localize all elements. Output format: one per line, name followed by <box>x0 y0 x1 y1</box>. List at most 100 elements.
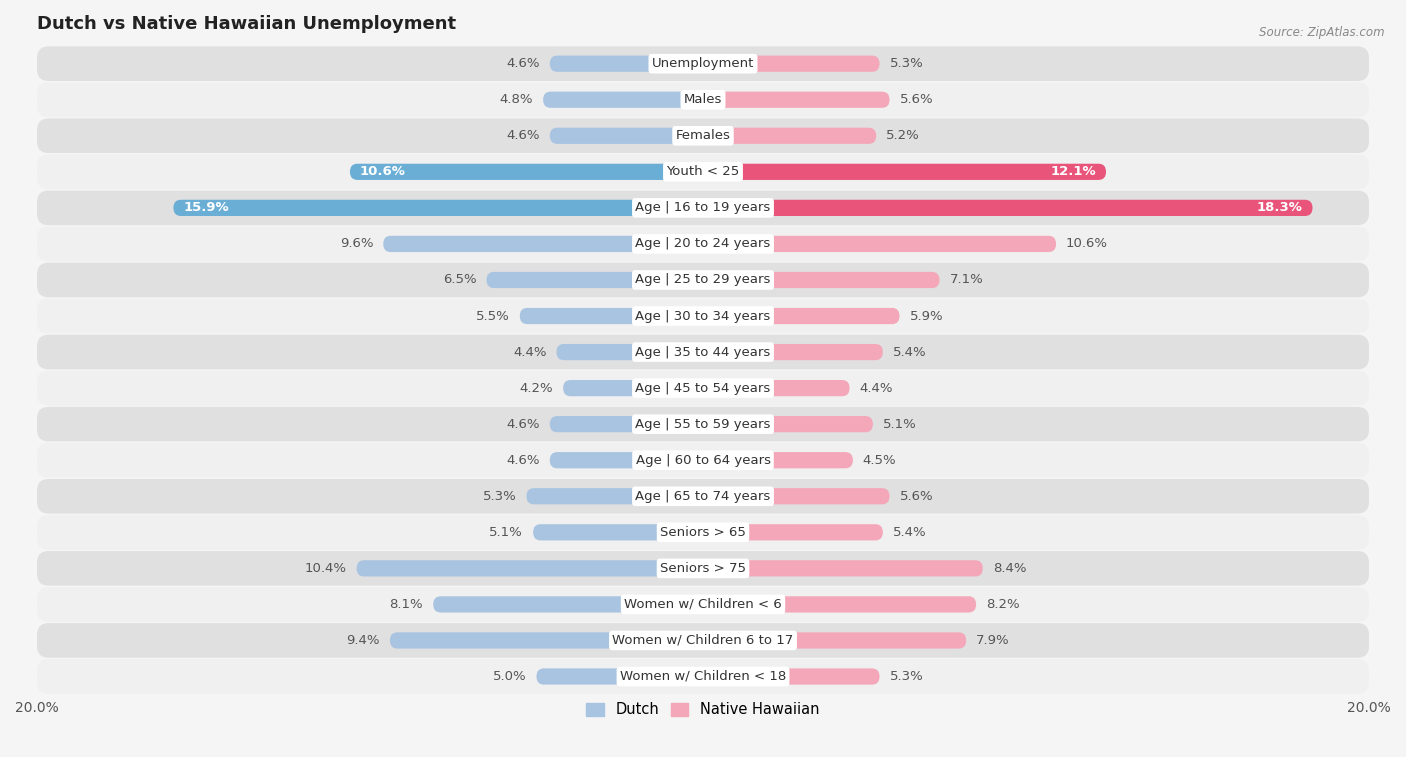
FancyBboxPatch shape <box>703 308 900 324</box>
FancyBboxPatch shape <box>703 344 883 360</box>
FancyBboxPatch shape <box>564 380 703 396</box>
FancyBboxPatch shape <box>703 416 873 432</box>
Text: 5.3%: 5.3% <box>890 58 924 70</box>
Text: Age | 35 to 44 years: Age | 35 to 44 years <box>636 346 770 359</box>
FancyBboxPatch shape <box>37 226 1369 261</box>
Text: 5.9%: 5.9% <box>910 310 943 322</box>
FancyBboxPatch shape <box>37 335 1369 369</box>
FancyBboxPatch shape <box>520 308 703 324</box>
Text: 7.1%: 7.1% <box>949 273 983 286</box>
Text: 5.3%: 5.3% <box>482 490 516 503</box>
FancyBboxPatch shape <box>703 632 966 649</box>
FancyBboxPatch shape <box>703 164 1107 180</box>
FancyBboxPatch shape <box>703 128 876 144</box>
Text: 4.2%: 4.2% <box>519 382 553 394</box>
Text: Women w/ Children < 6: Women w/ Children < 6 <box>624 598 782 611</box>
FancyBboxPatch shape <box>703 200 1313 216</box>
FancyBboxPatch shape <box>37 299 1369 333</box>
FancyBboxPatch shape <box>703 597 976 612</box>
FancyBboxPatch shape <box>703 452 853 469</box>
Text: Age | 45 to 54 years: Age | 45 to 54 years <box>636 382 770 394</box>
Text: 4.6%: 4.6% <box>506 453 540 467</box>
Text: 18.3%: 18.3% <box>1257 201 1302 214</box>
FancyBboxPatch shape <box>357 560 703 577</box>
Text: Women w/ Children < 18: Women w/ Children < 18 <box>620 670 786 683</box>
Text: 9.4%: 9.4% <box>346 634 380 647</box>
FancyBboxPatch shape <box>533 524 703 540</box>
Text: Females: Females <box>675 129 731 142</box>
Text: Age | 16 to 19 years: Age | 16 to 19 years <box>636 201 770 214</box>
Text: Women w/ Children 6 to 17: Women w/ Children 6 to 17 <box>613 634 793 647</box>
Text: Seniors > 75: Seniors > 75 <box>659 562 747 575</box>
FancyBboxPatch shape <box>389 632 703 649</box>
FancyBboxPatch shape <box>537 668 703 684</box>
Text: 5.3%: 5.3% <box>890 670 924 683</box>
FancyBboxPatch shape <box>703 92 890 107</box>
Text: 4.6%: 4.6% <box>506 418 540 431</box>
Text: 4.8%: 4.8% <box>499 93 533 106</box>
FancyBboxPatch shape <box>543 92 703 107</box>
FancyBboxPatch shape <box>526 488 703 504</box>
FancyBboxPatch shape <box>557 344 703 360</box>
FancyBboxPatch shape <box>703 560 983 577</box>
FancyBboxPatch shape <box>37 587 1369 621</box>
Text: 5.4%: 5.4% <box>893 526 927 539</box>
FancyBboxPatch shape <box>703 668 880 684</box>
Text: 5.2%: 5.2% <box>886 129 920 142</box>
FancyBboxPatch shape <box>173 200 703 216</box>
FancyBboxPatch shape <box>37 154 1369 189</box>
FancyBboxPatch shape <box>37 83 1369 117</box>
FancyBboxPatch shape <box>37 659 1369 694</box>
Text: Age | 60 to 64 years: Age | 60 to 64 years <box>636 453 770 467</box>
Text: Age | 30 to 34 years: Age | 30 to 34 years <box>636 310 770 322</box>
Text: 4.5%: 4.5% <box>863 453 897 467</box>
FancyBboxPatch shape <box>550 416 703 432</box>
FancyBboxPatch shape <box>550 55 703 72</box>
Text: Dutch vs Native Hawaiian Unemployment: Dutch vs Native Hawaiian Unemployment <box>37 15 456 33</box>
Text: Age | 25 to 29 years: Age | 25 to 29 years <box>636 273 770 286</box>
Text: 10.4%: 10.4% <box>305 562 347 575</box>
FancyBboxPatch shape <box>37 371 1369 406</box>
Text: 5.4%: 5.4% <box>893 346 927 359</box>
Text: 5.1%: 5.1% <box>489 526 523 539</box>
Text: 5.6%: 5.6% <box>900 490 934 503</box>
Text: 5.0%: 5.0% <box>494 670 526 683</box>
FancyBboxPatch shape <box>37 407 1369 441</box>
Text: Age | 55 to 59 years: Age | 55 to 59 years <box>636 418 770 431</box>
FancyBboxPatch shape <box>37 515 1369 550</box>
FancyBboxPatch shape <box>37 623 1369 658</box>
FancyBboxPatch shape <box>37 479 1369 513</box>
FancyBboxPatch shape <box>703 380 849 396</box>
FancyBboxPatch shape <box>550 128 703 144</box>
Text: 4.6%: 4.6% <box>506 58 540 70</box>
FancyBboxPatch shape <box>37 191 1369 225</box>
FancyBboxPatch shape <box>703 524 883 540</box>
Legend: Dutch, Native Hawaiian: Dutch, Native Hawaiian <box>581 696 825 723</box>
FancyBboxPatch shape <box>703 272 939 288</box>
Text: 8.1%: 8.1% <box>389 598 423 611</box>
FancyBboxPatch shape <box>433 597 703 612</box>
FancyBboxPatch shape <box>37 551 1369 586</box>
FancyBboxPatch shape <box>37 263 1369 298</box>
Text: 12.1%: 12.1% <box>1050 165 1097 179</box>
Text: 4.6%: 4.6% <box>506 129 540 142</box>
FancyBboxPatch shape <box>37 46 1369 81</box>
Text: Seniors > 65: Seniors > 65 <box>659 526 747 539</box>
Text: Age | 20 to 24 years: Age | 20 to 24 years <box>636 238 770 251</box>
Text: 5.5%: 5.5% <box>477 310 510 322</box>
Text: Youth < 25: Youth < 25 <box>666 165 740 179</box>
FancyBboxPatch shape <box>703 55 880 72</box>
Text: 6.5%: 6.5% <box>443 273 477 286</box>
Text: 5.6%: 5.6% <box>900 93 934 106</box>
Text: 9.6%: 9.6% <box>340 238 373 251</box>
Text: 5.1%: 5.1% <box>883 418 917 431</box>
FancyBboxPatch shape <box>350 164 703 180</box>
Text: 8.2%: 8.2% <box>986 598 1019 611</box>
FancyBboxPatch shape <box>703 236 1056 252</box>
FancyBboxPatch shape <box>37 119 1369 153</box>
Text: 7.9%: 7.9% <box>976 634 1010 647</box>
Text: Males: Males <box>683 93 723 106</box>
FancyBboxPatch shape <box>550 452 703 469</box>
FancyBboxPatch shape <box>37 443 1369 478</box>
FancyBboxPatch shape <box>486 272 703 288</box>
